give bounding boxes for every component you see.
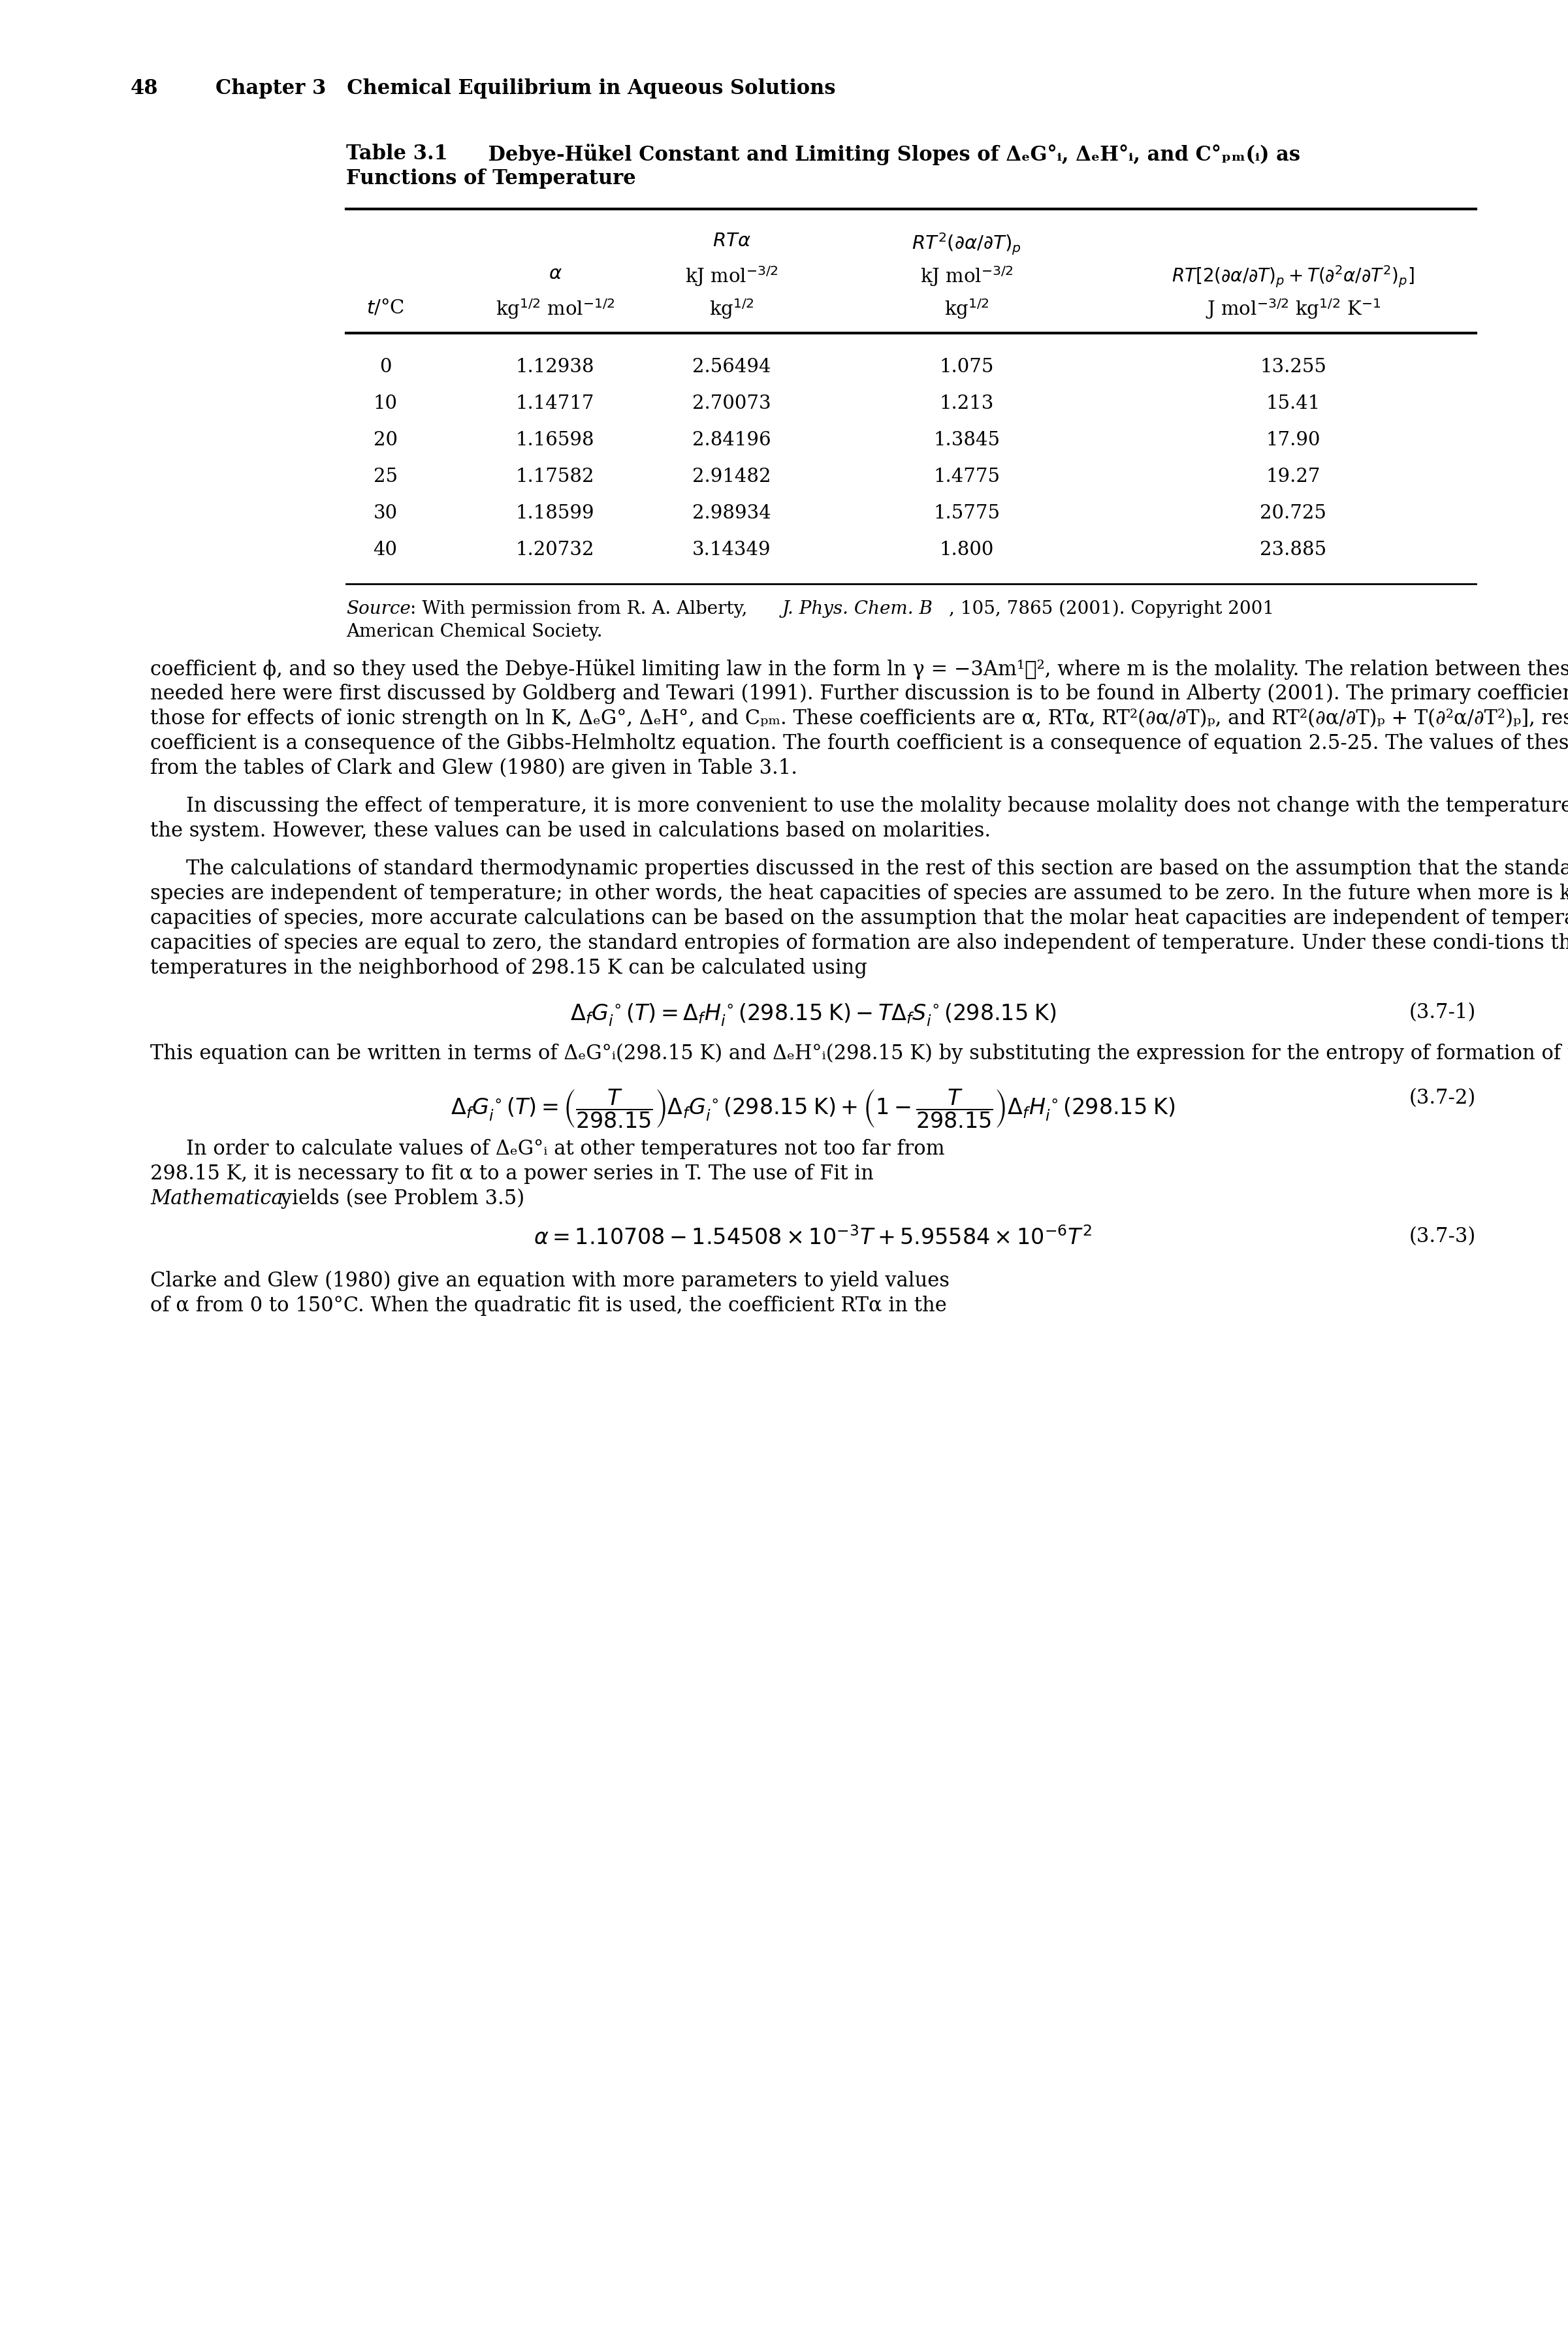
Text: 25: 25 [373,468,397,487]
Text: needed here were first discussed by Goldberg and Tewari (1991). Further discussi: needed here were first discussed by Gold… [151,684,1568,705]
Text: 30: 30 [373,503,397,522]
Text: 1.18599: 1.18599 [516,503,594,522]
Text: 19.27: 19.27 [1265,468,1320,487]
Text: $\alpha$: $\alpha$ [549,266,561,282]
Text: 298.15 K, it is necessary to fit α to a power series in T. The use of Fit in: 298.15 K, it is necessary to fit α to a … [151,1164,873,1185]
Text: 2.56494: 2.56494 [691,357,771,376]
Text: kg$^{1/2}$: kg$^{1/2}$ [944,296,989,320]
Text: 2.91482: 2.91482 [691,468,771,487]
Text: (3.7-3): (3.7-3) [1410,1227,1475,1246]
Text: Mathematica: Mathematica [151,1190,284,1208]
Text: $\alpha = 1.10708 - 1.54508 \times 10^{-3}T + 5.95584 \times 10^{-6}T^2$: $\alpha = 1.10708 - 1.54508 \times 10^{-… [533,1227,1093,1248]
Text: $t$/°C: $t$/°C [367,296,405,317]
Text: $RT\alpha$: $RT\alpha$ [712,233,751,249]
Text: Functions of Temperature: Functions of Temperature [347,169,637,188]
Text: Source: Source [347,600,411,618]
Text: 1.16598: 1.16598 [516,430,594,449]
Text: Clarke and Glew (1980) give an equation with more parameters to yield values: Clarke and Glew (1980) give an equation … [151,1272,950,1291]
Text: 23.885: 23.885 [1259,541,1327,560]
Text: American Chemical Society.: American Chemical Society. [347,623,602,639]
Text: 1.075: 1.075 [939,357,994,376]
Text: 1.14717: 1.14717 [516,395,594,414]
Text: 2.98934: 2.98934 [691,503,771,522]
Text: $RT^2(\partial\alpha/\partial T)_p$: $RT^2(\partial\alpha/\partial T)_p$ [911,233,1021,256]
Text: 2.70073: 2.70073 [691,395,771,414]
Text: J. Phys. Chem. B: J. Phys. Chem. B [782,600,933,618]
Text: 1.4775: 1.4775 [933,468,1000,487]
Text: kg$^{1/2}$ mol$^{-1/2}$: kg$^{1/2}$ mol$^{-1/2}$ [495,296,615,320]
Text: 20: 20 [373,430,397,449]
Text: from the tables of Clark and Glew (1980) are given in Table 3.1.: from the tables of Clark and Glew (1980)… [151,757,798,778]
Text: 48: 48 [130,78,158,99]
Text: 15.41: 15.41 [1265,395,1320,414]
Text: J mol$^{-3/2}$ kg$^{1/2}$ K$^{-1}$: J mol$^{-3/2}$ kg$^{1/2}$ K$^{-1}$ [1206,296,1381,320]
Text: kJ mol$^{-3/2}$: kJ mol$^{-3/2}$ [685,266,778,287]
Text: The calculations of standard thermodynamic properties discussed in the rest of t: The calculations of standard thermodynam… [187,858,1568,879]
Text: 1.17582: 1.17582 [516,468,594,487]
Text: In discussing the effect of temperature, it is more convenient to use the molali: In discussing the effect of temperature,… [187,797,1568,816]
Text: 3.14349: 3.14349 [691,541,771,560]
Text: $\Delta_f G^\circ_i(T) = \left(\dfrac{T}{298.15}\right)\Delta_f G^\circ_i(298.15: $\Delta_f G^\circ_i(T) = \left(\dfrac{T}… [452,1089,1176,1131]
Text: 13.255: 13.255 [1259,357,1327,376]
Text: 17.90: 17.90 [1265,430,1320,449]
Text: temperatures in the neighborhood of 298.15 K can be calculated using: temperatures in the neighborhood of 298.… [151,959,867,978]
Text: 1.213: 1.213 [939,395,994,414]
Text: (3.7-2): (3.7-2) [1410,1089,1475,1107]
Text: 1.12938: 1.12938 [516,357,594,376]
Text: yields (see Problem 3.5): yields (see Problem 3.5) [274,1190,524,1208]
Text: In order to calculate values of ΔₑG°ᵢ at other temperatures not too far from: In order to calculate values of ΔₑG°ᵢ at… [187,1138,946,1159]
Text: 0: 0 [379,357,392,376]
Text: : With permission from R. A. Alberty,: : With permission from R. A. Alberty, [411,600,753,618]
Text: coefficient is a consequence of the Gibbs-Helmholtz equation. The fourth coeffic: coefficient is a consequence of the Gibb… [151,734,1568,755]
Text: This equation can be written in terms of ΔₑG°ᵢ(298.15 K) and ΔₑH°ᵢ(298.15 K) by : This equation can be written in terms of… [151,1044,1568,1065]
Text: 1.800: 1.800 [939,541,994,560]
Text: those for effects of ionic strength on ln K, ΔₑG°, ΔₑH°, and Cₚₘ. These coeffici: those for effects of ionic strength on l… [151,708,1568,729]
Text: capacities of species are equal to zero, the standard entropies of formation are: capacities of species are equal to zero,… [151,933,1568,955]
Text: Debye-Hükel Constant and Limiting Slopes of ΔₑG°ᵢ, ΔₑH°ᵢ, and C°ₚₘ(ᵢ) as: Debye-Hükel Constant and Limiting Slopes… [461,143,1300,165]
Text: coefficient ϕ, and so they used the Debye-Hükel limiting law in the form ln γ = : coefficient ϕ, and so they used the Deby… [151,658,1568,679]
Text: $\Delta_f G^\circ_i(T) = \Delta_f H^\circ_i(298.15\;{\rm K}) - T\Delta_f S^\circ: $\Delta_f G^\circ_i(T) = \Delta_f H^\cir… [569,1002,1057,1027]
Text: 20.725: 20.725 [1259,503,1327,522]
Text: kJ mol$^{-3/2}$: kJ mol$^{-3/2}$ [920,266,1013,287]
Text: 1.20732: 1.20732 [516,541,594,560]
Text: kg$^{1/2}$: kg$^{1/2}$ [709,296,754,320]
Text: capacities of species, more accurate calculations can be based on the assumption: capacities of species, more accurate cal… [151,907,1568,929]
Text: species are independent of temperature; in other words, the heat capacities of s: species are independent of temperature; … [151,884,1568,903]
Text: 2.84196: 2.84196 [691,430,771,449]
Text: Chapter 3   Chemical Equilibrium in Aqueous Solutions: Chapter 3 Chemical Equilibrium in Aqueou… [215,78,836,99]
Text: 1.5775: 1.5775 [933,503,1000,522]
Text: , 105, 7865 (2001). Copyright 2001: , 105, 7865 (2001). Copyright 2001 [949,600,1275,618]
Text: Table 3.1: Table 3.1 [347,143,448,165]
Text: of α from 0 to 150°C. When the quadratic fit is used, the coefficient RTα in the: of α from 0 to 150°C. When the quadratic… [151,1295,947,1317]
Text: 10: 10 [373,395,397,414]
Text: the system. However, these values can be used in calculations based on molaritie: the system. However, these values can be… [151,820,991,842]
Text: 40: 40 [373,541,397,560]
Text: $RT[2(\partial\alpha/\partial T)_p + T(\partial^2\alpha/\partial T^2)_p]$: $RT[2(\partial\alpha/\partial T)_p + T(\… [1171,266,1414,289]
Text: (3.7-1): (3.7-1) [1410,1002,1475,1023]
Text: 1.3845: 1.3845 [933,430,1000,449]
